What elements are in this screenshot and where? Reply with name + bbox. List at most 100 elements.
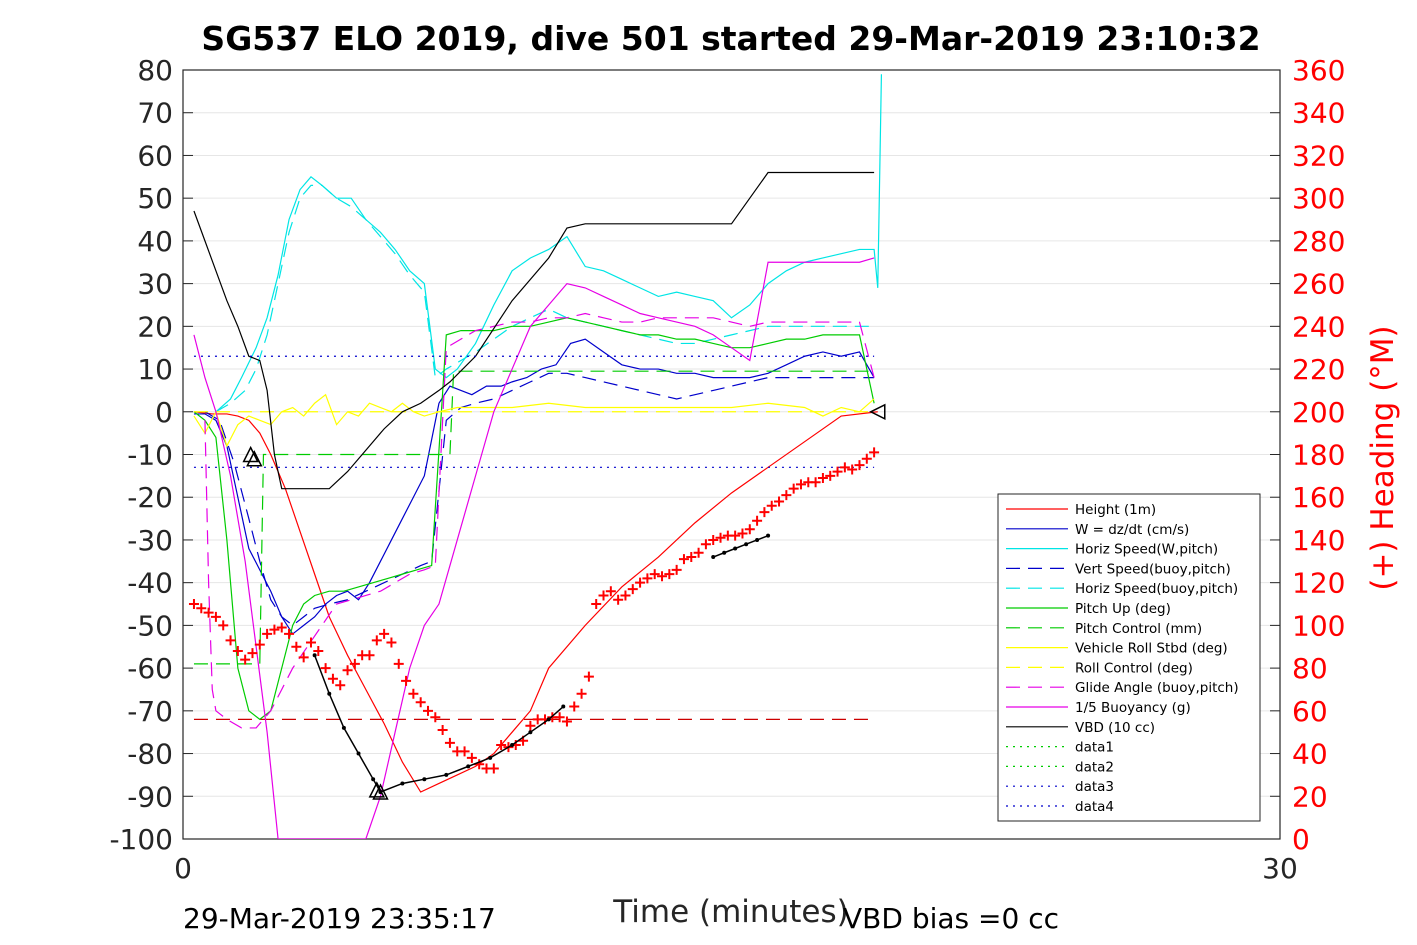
footer-timestamp: 29-Mar-2019 23:35:17	[183, 902, 496, 935]
heading-point	[437, 725, 448, 736]
heading-point	[247, 648, 258, 659]
legend-label: data2	[1075, 759, 1114, 775]
dotted-segment-point	[371, 777, 376, 782]
axis-ticks: 80706050403020100-10-20-30-40-50-60-70-8…	[109, 54, 1345, 885]
chart-title: SG537 ELO 2019, dive 501 started 29-Mar-…	[201, 19, 1260, 58]
x-axis-label: Time (minutes)	[612, 894, 848, 930]
heading-point	[613, 594, 624, 605]
heading-point	[188, 599, 199, 610]
y-right-tick-label: 80	[1292, 652, 1328, 685]
y-tick-label: -20	[127, 481, 173, 514]
y-tick-label: 60	[137, 139, 173, 172]
heading-point	[657, 571, 668, 582]
heading-point	[466, 752, 477, 763]
heading-point	[671, 564, 682, 575]
dotted-segment-point	[744, 542, 749, 547]
heading-point	[386, 637, 397, 648]
heading-point	[284, 628, 295, 639]
heading-point	[598, 590, 609, 601]
dotted-segment-point	[711, 555, 716, 560]
y-right-tick-label: 140	[1292, 524, 1345, 557]
heading-point	[693, 547, 704, 558]
legend-label: Pitch Up (deg)	[1075, 601, 1171, 617]
heading-point	[839, 462, 850, 473]
heading-point	[196, 603, 207, 614]
dotted-segment-point	[466, 764, 471, 769]
y-right-tick-label: 280	[1292, 225, 1345, 258]
y-tick-label: -50	[127, 609, 173, 642]
dotted-segment-point	[341, 725, 346, 730]
x-tick-label: 30	[1262, 852, 1298, 885]
heading-point	[854, 460, 865, 471]
heading-point	[605, 586, 616, 597]
heading-point	[327, 673, 338, 684]
event-marker	[368, 781, 386, 798]
heading-point	[620, 590, 631, 601]
heading-point	[832, 466, 843, 477]
legend: Height (1m) W = dz/dt (cm/s) Horiz Speed(W…	[997, 493, 1261, 822]
heading-point	[861, 453, 872, 464]
heading-point	[569, 701, 580, 712]
heading-point	[525, 720, 536, 731]
heading-point	[408, 688, 419, 699]
y-tick-label: 70	[137, 97, 173, 130]
series-line	[215, 184, 875, 413]
y-right-tick-label: 200	[1292, 396, 1345, 429]
heading-point	[869, 447, 880, 458]
heading-point	[825, 470, 836, 481]
series-line	[204, 372, 875, 627]
dotted-segment-line	[380, 705, 564, 793]
dotted-segment-line	[313, 655, 382, 793]
heading-point	[649, 569, 660, 580]
legend-label: data4	[1075, 799, 1114, 815]
heading-point	[430, 712, 441, 723]
x-tick-label: 0	[174, 852, 192, 885]
heading-point	[686, 552, 697, 563]
heading-point	[737, 528, 748, 539]
y-right-tick-label: 240	[1292, 310, 1345, 343]
heading-point	[635, 577, 646, 588]
y-tick-label: -10	[127, 439, 173, 472]
y-right-tick-label: 360	[1292, 54, 1345, 87]
heading-point	[781, 490, 792, 501]
heading-point	[488, 763, 499, 774]
heading-point	[232, 646, 243, 657]
legend-label: Vert Speed(buoy,pitch)	[1075, 561, 1231, 577]
heading-point	[305, 637, 316, 648]
heading-point	[415, 697, 426, 708]
dotted-segment-point	[561, 704, 566, 709]
y-tick-label: 0	[155, 396, 173, 429]
heading-point	[379, 628, 390, 639]
heading-point	[752, 515, 763, 526]
heading-point	[371, 635, 382, 646]
heading-point	[393, 658, 404, 669]
legend-label: Horiz Speed(W,pitch)	[1075, 542, 1218, 558]
dotted-segment-point	[510, 743, 515, 748]
dotted-segment-point	[327, 691, 332, 696]
event-marker	[242, 445, 259, 463]
heading-point	[210, 611, 221, 622]
legend-label: Pitch Control (mm)	[1075, 621, 1202, 637]
heading-point	[320, 663, 331, 674]
y-right-tick-label: 120	[1292, 567, 1345, 600]
heading-point	[591, 599, 602, 610]
y-right-tick-label: 340	[1292, 97, 1345, 130]
heading-point	[788, 483, 799, 494]
dotted-segment-point	[444, 772, 449, 777]
footer-vbd-bias: VBD bias =0 cc	[843, 902, 1059, 935]
y-right-tick-label: 220	[1292, 353, 1345, 386]
heading-point	[554, 712, 565, 723]
dotted-segment-point	[733, 546, 738, 551]
heading-point	[225, 635, 236, 646]
heading-point	[664, 569, 675, 580]
heading-point	[642, 573, 653, 584]
heading-point	[627, 584, 638, 595]
heading-point	[349, 658, 360, 669]
y-tick-label: -80	[127, 738, 173, 771]
dotted-segment-point	[722, 550, 727, 555]
heading-point	[422, 705, 433, 716]
heading-point	[335, 680, 346, 691]
heading-point	[291, 641, 302, 652]
series-line	[193, 393, 875, 448]
